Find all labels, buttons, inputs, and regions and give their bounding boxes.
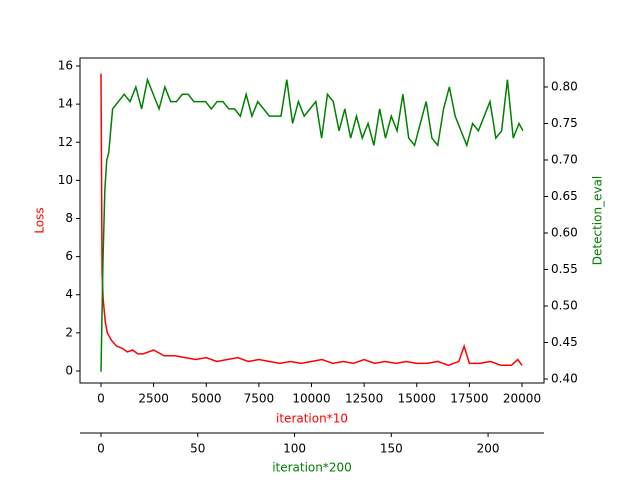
x2-axis-label: iteration*200 — [272, 461, 352, 475]
x-tick-label: 20000 — [503, 392, 541, 406]
y2-tick-label: 0.40 — [551, 371, 578, 385]
y-tick-label: 8 — [65, 211, 73, 225]
x-tick-label: 7500 — [244, 392, 275, 406]
y-tick-label: 4 — [65, 287, 73, 301]
y-tick-label: 14 — [58, 97, 73, 111]
x2-tick-label: 200 — [477, 442, 500, 456]
y2-tick-label: 0.60 — [551, 225, 578, 239]
y-tick-label: 12 — [58, 135, 73, 149]
y2-tick-label: 0.55 — [551, 262, 578, 276]
data-line — [100, 73, 523, 367]
x-tick-label: 2500 — [138, 392, 169, 406]
y2-tick-label: 0.80 — [551, 79, 578, 93]
x-tick-label: 12500 — [345, 392, 383, 406]
y-tick-label: 10 — [58, 173, 73, 187]
x2-tick-label: 50 — [190, 442, 205, 456]
y2-tick-label: 0.75 — [551, 116, 578, 130]
x-tick-label: 15000 — [398, 392, 436, 406]
x-tick-label: 17500 — [450, 392, 488, 406]
y-tick-label: 2 — [65, 325, 73, 339]
x-tick-label: 5000 — [191, 392, 222, 406]
data-line — [100, 77, 524, 372]
y2-tick-label: 0.50 — [551, 298, 578, 312]
y2-tick-label: 0.70 — [551, 152, 578, 166]
x2-tick-label: 100 — [283, 442, 306, 456]
x-axis-label: iteration*10 — [276, 412, 348, 426]
y-tick-label: 16 — [58, 59, 73, 73]
y-tick-label: 6 — [65, 249, 73, 263]
x-tick-label: 10000 — [292, 392, 330, 406]
x-tick-label: 0 — [97, 392, 105, 406]
y-axis-label: Loss — [33, 207, 47, 233]
x2-tick-label: 150 — [380, 442, 403, 456]
x2-tick-label: 0 — [97, 442, 105, 456]
y2-tick-label: 0.45 — [551, 335, 578, 349]
y2-axis-label: Detection_eval — [591, 176, 605, 265]
y-tick-label: 0 — [65, 363, 73, 377]
y2-tick-label: 0.65 — [551, 189, 578, 203]
